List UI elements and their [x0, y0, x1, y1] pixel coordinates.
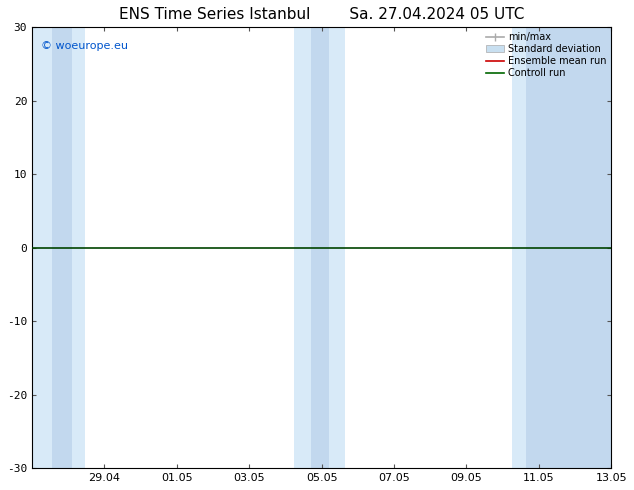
Bar: [72, 27, 84, 468]
Bar: [52, 27, 72, 468]
Bar: [311, 27, 329, 468]
Title: ENS Time Series Istanbul        Sa. 27.04.2024 05 UTC: ENS Time Series Istanbul Sa. 27.04.2024 …: [119, 7, 524, 22]
Bar: [329, 27, 345, 468]
Bar: [512, 27, 526, 468]
Legend: min/max, Standard deviation, Ensemble mean run, Controll run: min/max, Standard deviation, Ensemble me…: [484, 30, 609, 80]
Bar: [32, 27, 52, 468]
Bar: [295, 27, 311, 468]
Bar: [526, 27, 611, 468]
Text: © woeurope.eu: © woeurope.eu: [41, 41, 127, 50]
